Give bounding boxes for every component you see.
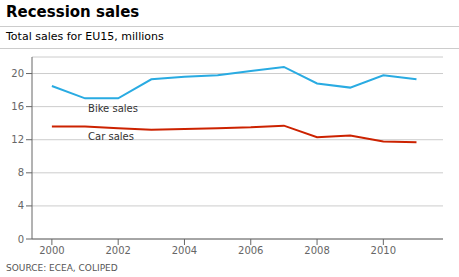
svg-text:0: 0 (18, 234, 24, 245)
html-text:Recession sales: Recession sales (6, 3, 140, 21)
svg-text:2000: 2000 (39, 245, 64, 256)
svg-text:20: 20 (11, 68, 24, 79)
html-text:Total sales for EU15, millions: Total sales for EU15, millions (6, 30, 164, 43)
svg-text:4: 4 (18, 200, 24, 211)
html-text:SOURCE: ECEA, COLIPED: SOURCE: ECEA, COLIPED (6, 263, 118, 273)
svg-text:12: 12 (11, 134, 24, 145)
svg-text:2010: 2010 (371, 245, 396, 256)
svg-text:Car sales: Car sales (88, 131, 134, 142)
svg-text:2008: 2008 (304, 245, 329, 256)
svg-text:2006: 2006 (238, 245, 263, 256)
svg-text:Bike sales: Bike sales (88, 103, 138, 114)
svg-text:16: 16 (11, 101, 24, 112)
svg-text:2004: 2004 (172, 245, 197, 256)
svg-text:8: 8 (18, 167, 24, 178)
svg-text:2002: 2002 (105, 245, 130, 256)
